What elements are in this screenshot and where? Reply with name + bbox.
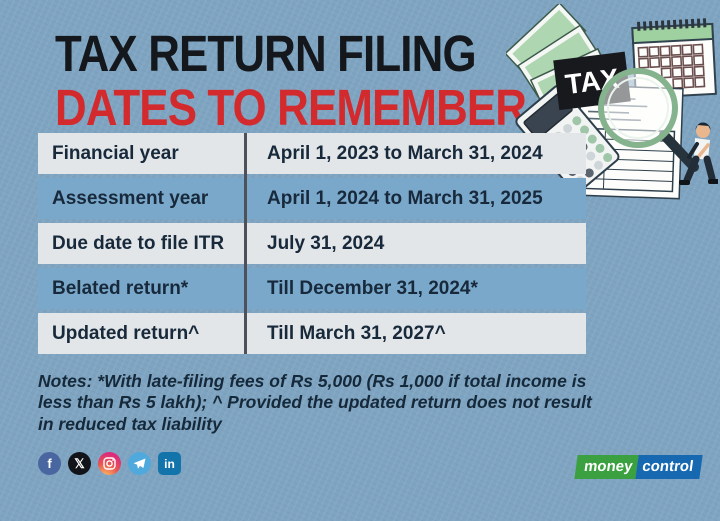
title-line-1: TAX RETURN FILING: [55, 25, 477, 82]
magnifier-icon: [598, 68, 699, 172]
moneycontrol-logo: money control: [574, 455, 703, 479]
row-value: April 1, 2023 to March 31, 2024: [267, 142, 543, 164]
social-links: f 𝕏 in: [38, 452, 181, 475]
instagram-camera-glyph: [103, 457, 116, 470]
title-line-2: DATES TO REMEMBER: [55, 79, 527, 136]
facebook-icon[interactable]: f: [38, 452, 61, 475]
table-column-divider: [244, 133, 247, 354]
dates-table: Financial year April 1, 2023 to March 31…: [38, 133, 586, 358]
page-title: TAX RETURN FILING DATES TO REMEMBER: [55, 28, 575, 133]
row-value: April 1, 2024 to March 31, 2025: [267, 187, 543, 209]
x-twitter-icon[interactable]: 𝕏: [68, 452, 91, 475]
row-label: Updated return^: [52, 322, 200, 344]
logo-control: control: [635, 455, 703, 479]
row-value: July 31, 2024: [267, 232, 385, 254]
row-value: Till December 31, 2024*: [267, 277, 478, 299]
telegram-icon[interactable]: [128, 452, 151, 475]
table-row: Financial year April 1, 2023 to March 31…: [38, 133, 586, 174]
logo-money: money: [574, 455, 640, 479]
row-label: Due date to file ITR: [52, 232, 225, 254]
linkedin-icon[interactable]: in: [158, 452, 181, 475]
table-row: Updated return^ Till March 31, 2027^: [38, 313, 586, 354]
telegram-plane-glyph: [133, 458, 146, 469]
row-label: Assessment year: [52, 187, 209, 209]
row-value: Till March 31, 2027^: [267, 322, 446, 344]
notes-text: Notes: *With late-filing fees of Rs 5,00…: [38, 371, 592, 434]
row-label: Financial year: [52, 142, 179, 164]
table-row: Due date to file ITR July 31, 2024: [38, 223, 586, 264]
table-row: Belated return* Till December 31, 2024*: [38, 268, 586, 309]
person-icon: [679, 122, 719, 185]
row-label: Belated return*: [52, 277, 189, 299]
instagram-icon[interactable]: [98, 452, 121, 475]
table-row: Assessment year April 1, 2024 to March 3…: [38, 178, 586, 219]
